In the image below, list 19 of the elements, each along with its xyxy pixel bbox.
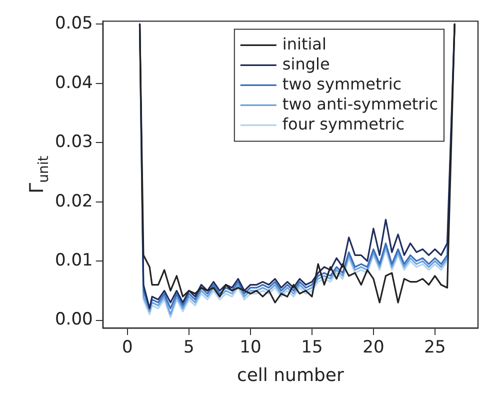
y-tick-label: 0.03 [54, 132, 93, 152]
x-tick-label: 0 [122, 338, 133, 358]
x-tick-label: 15 [301, 338, 323, 358]
y-tick-label: 0.01 [54, 250, 93, 270]
legend-label: single [282, 54, 330, 74]
legend-label: four symmetric [282, 114, 405, 134]
y-tick-label: 0.00 [54, 310, 93, 330]
y-axis-title: Γunit [26, 155, 52, 194]
x-tick-label: 20 [362, 338, 384, 358]
x-axis-title: cell number [236, 364, 344, 386]
y-tick-label: 0.04 [54, 72, 93, 93]
x-tick-label: 5 [184, 338, 194, 358]
legend-label: initial [282, 34, 326, 54]
x-tick-label: 10 [240, 338, 262, 358]
y-tick-label: 0.02 [54, 191, 93, 212]
y-tick-label: 0.05 [54, 14, 93, 34]
legend-label: two anti-symmetric [282, 94, 438, 114]
legend-label: two symmetric [282, 74, 402, 94]
x-tick-label: 25 [424, 338, 446, 358]
